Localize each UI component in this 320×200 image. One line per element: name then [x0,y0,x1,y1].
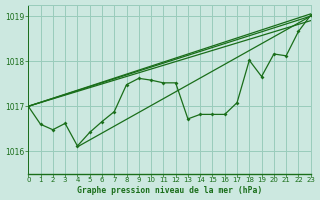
X-axis label: Graphe pression niveau de la mer (hPa): Graphe pression niveau de la mer (hPa) [77,186,262,195]
